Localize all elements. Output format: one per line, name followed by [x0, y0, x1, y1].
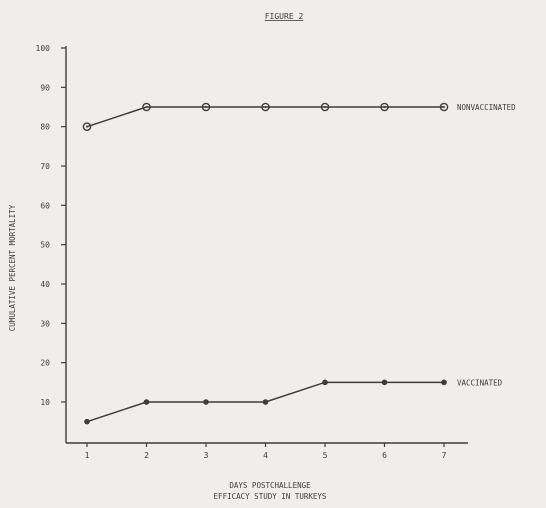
y-tick-label: 70	[40, 162, 50, 171]
point-center-nonvaccinated	[205, 106, 207, 108]
y-tick-label: 60	[40, 201, 50, 210]
point-center-nonvaccinated	[145, 106, 148, 108]
y-tick-label: 90	[40, 83, 50, 92]
point-vaccinated	[203, 399, 209, 405]
point-nonvaccinated	[201, 102, 211, 112]
x-tick-label: 5	[323, 451, 328, 460]
plot-area: 10 20 30 40 50 60 70 80 90 100 1 2 3 4 5 6 7 NONVACCINATE…	[36, 44, 517, 460]
x-tick-label: 4	[263, 451, 268, 460]
chart-subtitle: EFFICACY STUDY IN TURKEYS	[214, 492, 327, 501]
point-nonvaccinated	[82, 122, 92, 131]
y-tick-label: 50	[40, 241, 50, 250]
point-nonvaccinated	[380, 102, 389, 112]
point-center-nonvaccinated	[383, 106, 386, 108]
series-label-nonvaccinated: NONVACCINATED	[457, 103, 516, 112]
point-vaccinated	[262, 399, 269, 405]
y-axis-label: CUMULATIVE PERCENT MORTALITY	[8, 204, 17, 331]
point-nonvaccinated	[320, 102, 330, 112]
y-tick-label: 100	[36, 44, 51, 53]
y-tick-label: 20	[40, 359, 50, 368]
y-tick-label: 30	[40, 319, 50, 328]
y-tick-label: 10	[40, 398, 50, 407]
point-nonvaccinated	[439, 102, 449, 112]
point-nonvaccinated	[261, 102, 270, 112]
x-tick-label: 3	[204, 451, 209, 460]
x-tick-label: 1	[85, 451, 90, 460]
point-vaccinated	[441, 379, 447, 386]
series-label-vaccinated: VACCINATED	[457, 378, 503, 387]
chart-title: FIGURE 2	[265, 12, 304, 21]
point-center-nonvaccinated	[443, 106, 445, 108]
point-nonvaccinated	[142, 102, 151, 112]
x-tick-label: 2	[144, 451, 149, 460]
y-tick-label: 40	[40, 280, 50, 289]
point-vaccinated	[143, 399, 150, 405]
point-vaccinated	[84, 418, 90, 425]
point-center-nonvaccinated	[86, 125, 88, 128]
y-tick-label: 80	[40, 123, 50, 132]
x-axis-label: DAYS POSTCHALLENGE	[229, 481, 311, 490]
point-center-nonvaccinated	[324, 106, 326, 108]
x-tick-label: 7	[442, 451, 447, 460]
point-center-nonvaccinated	[264, 106, 267, 108]
point-vaccinated	[381, 379, 388, 386]
x-tick-label: 6	[382, 451, 387, 460]
point-vaccinated	[322, 379, 328, 386]
